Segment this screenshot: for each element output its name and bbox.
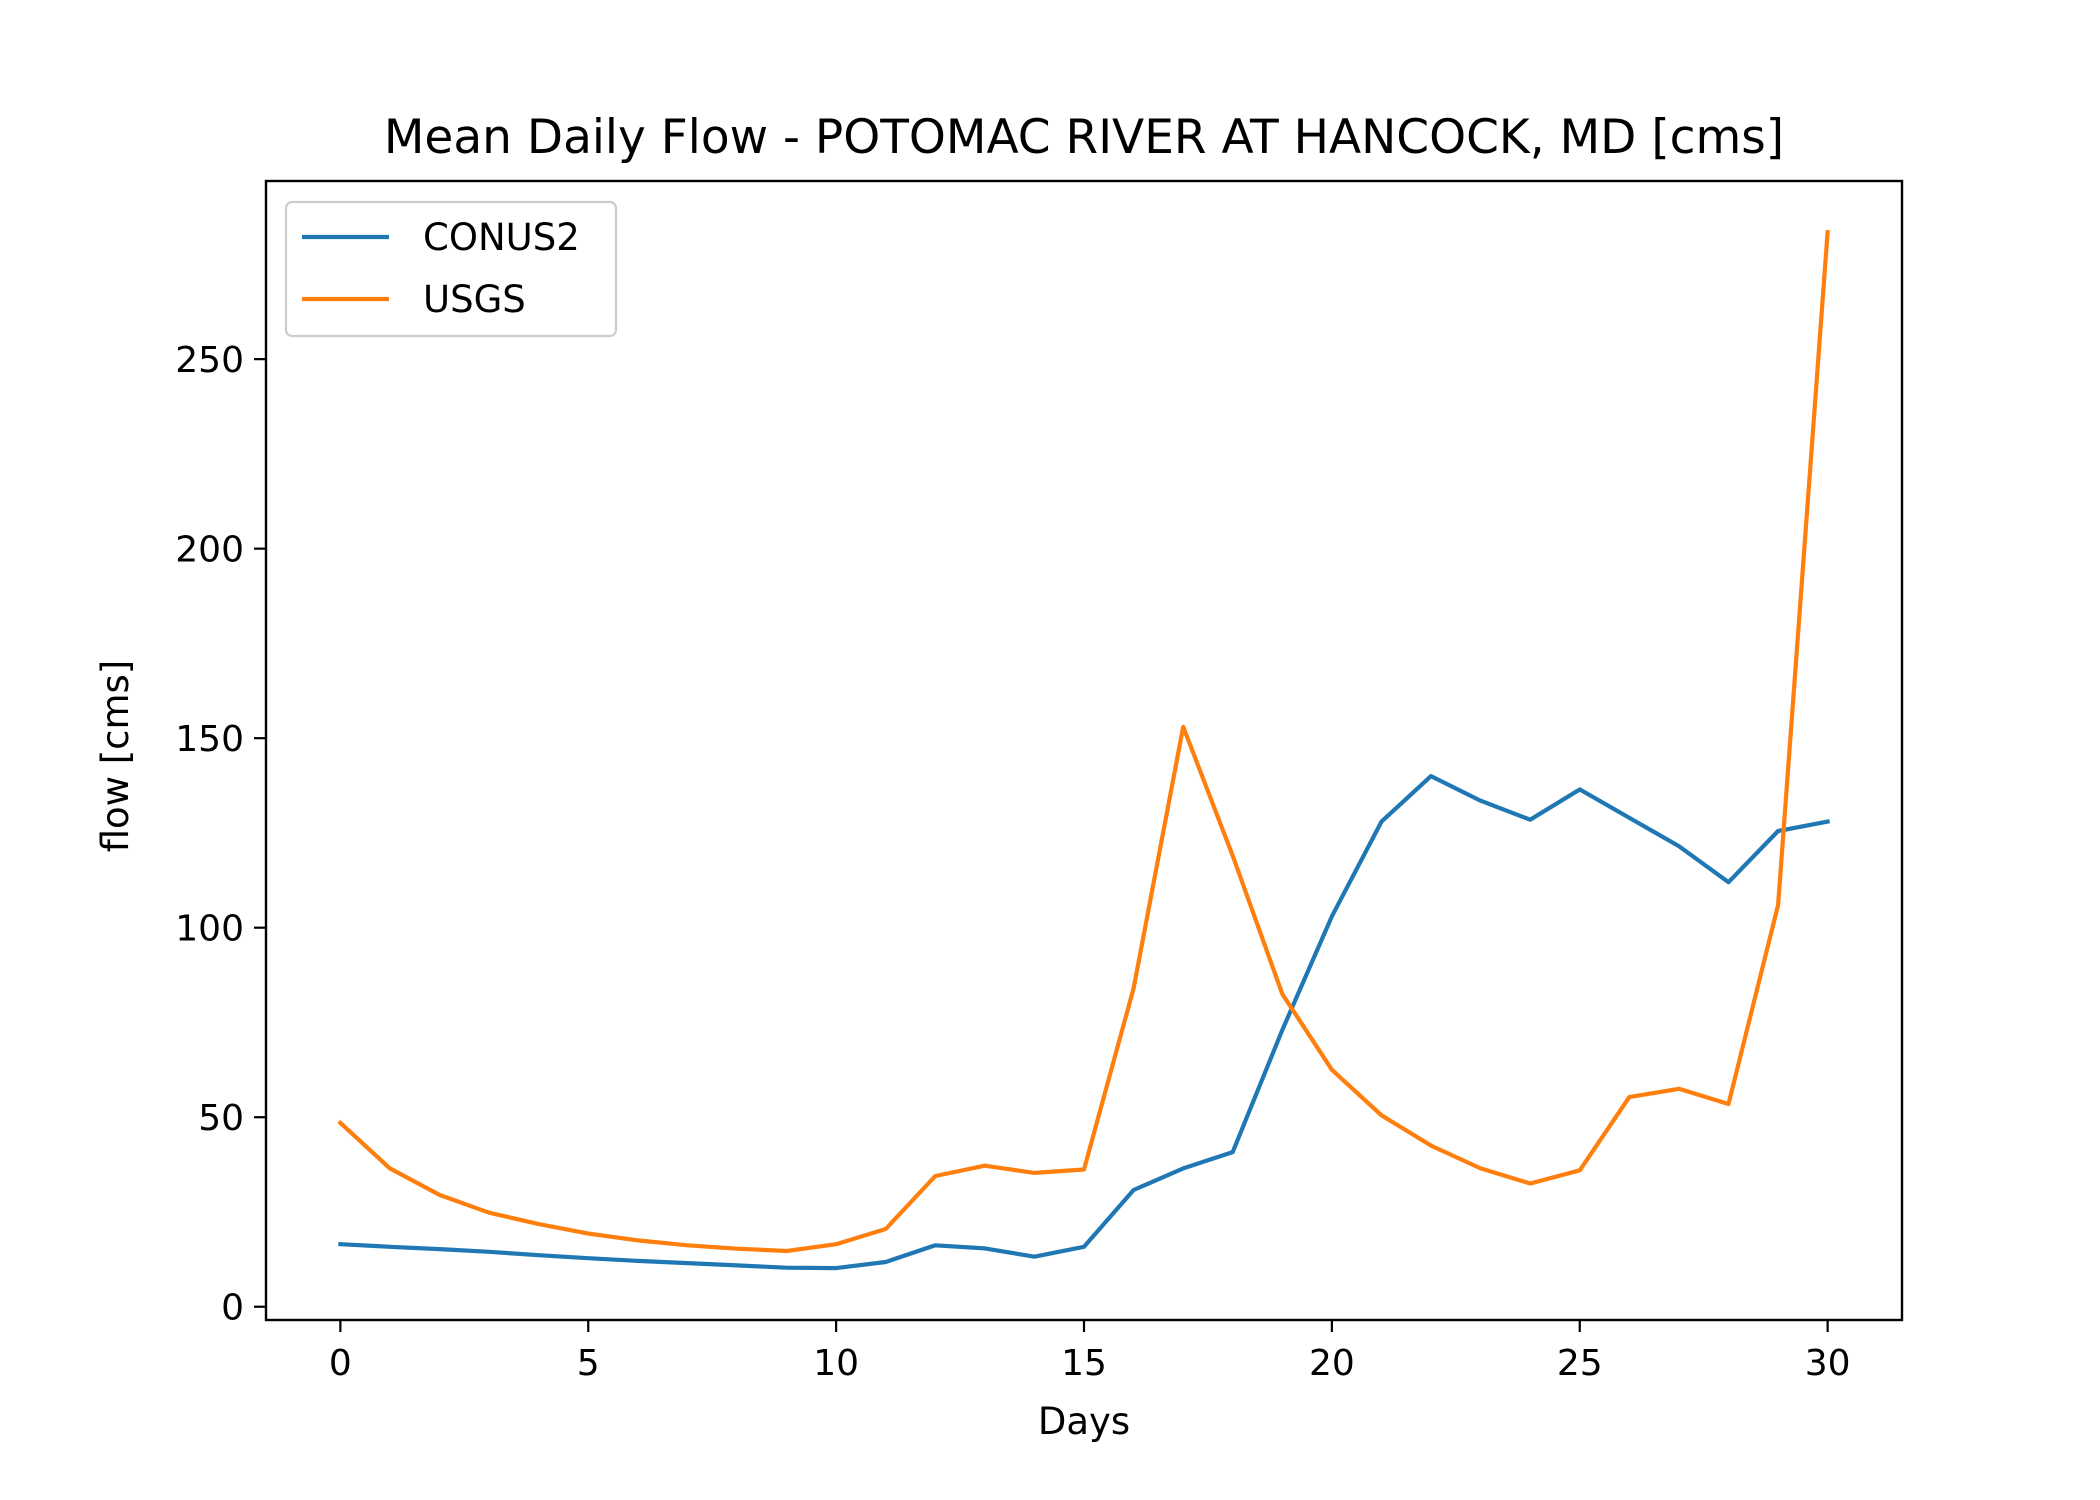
series-line-usgs — [337, 229, 1830, 1254]
legend-label-usgs: USGS — [423, 278, 526, 321]
plot-area: 0 5 10 15 20 25 30 0 50 100 150 200 250 CONUS2 USGS — [175, 179, 1904, 1384]
x-axis-label: Days — [1038, 1400, 1130, 1443]
y-tick-label: 50 — [198, 1098, 244, 1139]
chart-title: Mean Daily Flow - POTOMAC RIVER AT HANCO… — [384, 110, 1784, 165]
x-tick-label: 30 — [1805, 1343, 1851, 1384]
series-line-conus2 — [338, 773, 1831, 1271]
legend: CONUS2 USGS — [284, 200, 618, 338]
legend-label-conus2: CONUS2 — [423, 216, 580, 259]
y-axis-label: flow [cms] — [94, 660, 137, 853]
x-tick-label: 5 — [577, 1343, 600, 1384]
y-tick-label: 100 — [175, 909, 244, 950]
y-tick-label: 200 — [175, 530, 244, 571]
x-tick-label: 15 — [1061, 1343, 1107, 1384]
x-tick-label: 0 — [329, 1343, 352, 1384]
x-tick-label: 20 — [1309, 1343, 1355, 1384]
y-tick-label: 250 — [175, 340, 244, 381]
y-tick-label: 0 — [221, 1288, 244, 1329]
x-tick-label: 10 — [813, 1343, 859, 1384]
y-tick-label: 150 — [175, 719, 244, 760]
x-tick-label: 25 — [1557, 1343, 1603, 1384]
